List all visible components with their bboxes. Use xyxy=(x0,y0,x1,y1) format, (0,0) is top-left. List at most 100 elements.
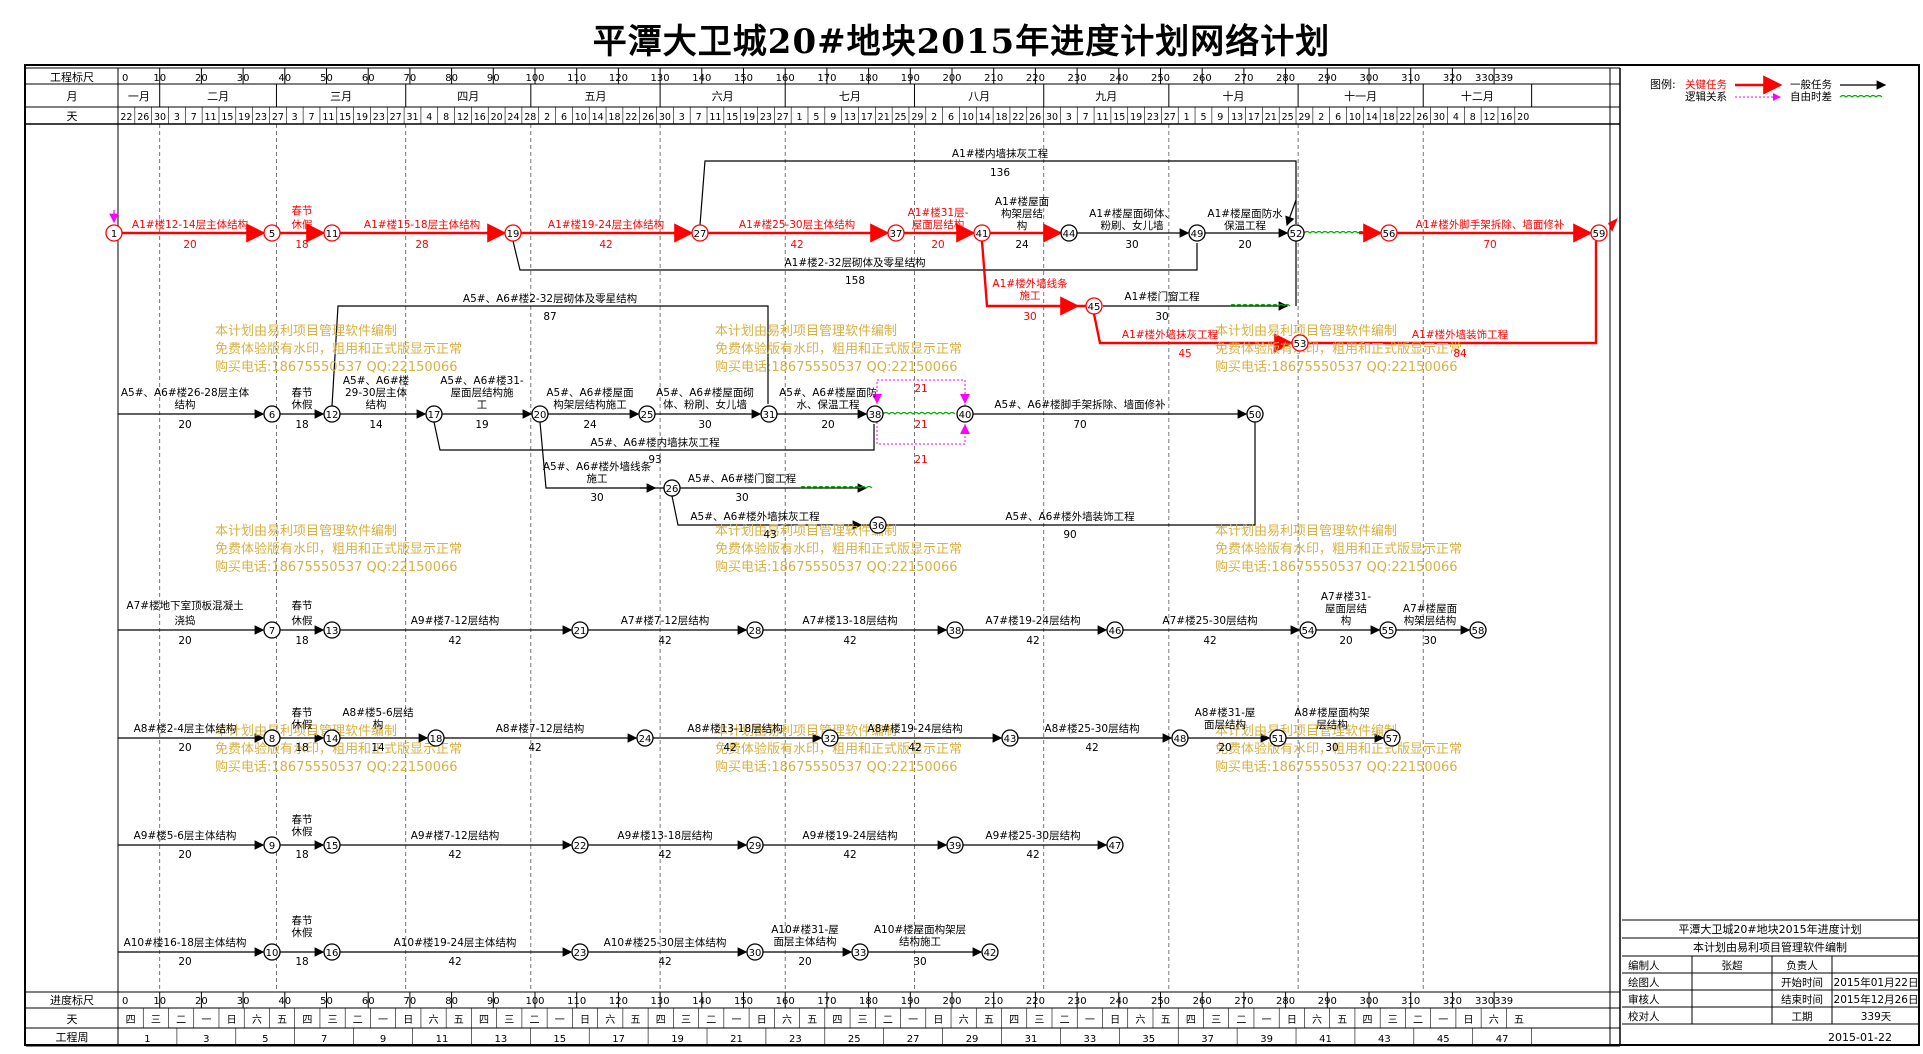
watermark-text: 本计划由易利项目管理软件编制 xyxy=(1215,524,1397,539)
event-node-number: 56 xyxy=(1383,229,1396,240)
day-number: 15 xyxy=(726,112,738,123)
scale-tick: 70 xyxy=(404,73,417,84)
task-label: A5#、A6#楼外墙抹灰工程 xyxy=(690,510,820,523)
event-node xyxy=(821,729,839,747)
task-label: A1#楼31层- xyxy=(908,206,969,219)
weekday-name: 四 xyxy=(126,1015,136,1026)
day-number: 30 xyxy=(1433,112,1445,123)
event-node-number: 17 xyxy=(428,410,441,421)
event-node-number: 58 xyxy=(1472,626,1485,637)
event-node-number: 37 xyxy=(890,229,903,240)
task-duration: 42 xyxy=(723,742,736,754)
progress-tick: 60 xyxy=(362,996,375,1007)
event-node-number: 22 xyxy=(574,841,587,852)
day-number: 2 xyxy=(1318,112,1324,123)
task-label: A1#楼12-14层主体结构 xyxy=(132,218,248,231)
day-number: 18 xyxy=(1383,112,1395,123)
scale-tick: 140 xyxy=(692,73,711,84)
scale-tick: 130 xyxy=(651,73,670,84)
event-node-number: 26 xyxy=(666,484,679,495)
weekday-name: 二 xyxy=(353,1015,363,1026)
weekday-name: 三 xyxy=(328,1015,338,1026)
week-number: 17 xyxy=(612,1034,625,1045)
task-duration: 42 xyxy=(1026,635,1039,647)
weekday-name: 一 xyxy=(555,1015,565,1026)
task-label: 136 xyxy=(990,167,1010,179)
event-node xyxy=(263,224,281,242)
scale-tick: 190 xyxy=(901,73,920,84)
scale-tick: 180 xyxy=(859,73,878,84)
event-node xyxy=(571,621,589,639)
day-number: 1 xyxy=(1184,112,1190,123)
task-label: A1#楼2-32层砌体及零星结构 xyxy=(785,256,926,269)
scale-tick: 250 xyxy=(1151,73,1170,84)
day-number: 11 xyxy=(1096,112,1108,123)
info-cell: 结束时间 xyxy=(1781,993,1823,1006)
event-node xyxy=(1287,224,1305,242)
progress-tick: 160 xyxy=(776,996,795,1007)
week-number: 3 xyxy=(203,1034,209,1045)
task-label: A1#楼外脚手架拆除、墙面修补 xyxy=(1416,218,1565,231)
task-path xyxy=(539,421,664,489)
watermark-text: 本计划由易利项目管理软件编制 xyxy=(715,724,897,739)
task-path xyxy=(980,240,1086,308)
task-label: A8#楼19-24层结构 xyxy=(867,722,962,735)
event-node xyxy=(105,224,123,242)
task-label: A9#楼7-12层结构 xyxy=(411,614,500,627)
event-node xyxy=(504,224,522,242)
task-label: 构架层结 xyxy=(1001,207,1043,220)
task-label: A5#、A6#楼屋面防 xyxy=(779,386,877,399)
event-node-number: 48 xyxy=(1174,734,1187,745)
task-label: A7#楼13-18层结构 xyxy=(802,614,897,627)
event-node xyxy=(323,836,341,854)
event-node-number: 40 xyxy=(959,410,972,421)
task-label: 春节 xyxy=(292,707,313,719)
event-node-number: 6 xyxy=(269,410,275,421)
event-node xyxy=(1188,224,1206,242)
weekday-name: 三 xyxy=(504,1015,514,1026)
day-number: 30 xyxy=(154,112,166,123)
event-node-number: 24 xyxy=(639,734,652,745)
day-number: 22 xyxy=(1012,112,1024,123)
task-duration: 42 xyxy=(658,635,671,647)
task-arrows xyxy=(109,160,1598,957)
task-path xyxy=(433,421,875,451)
task-label: A5#、A6#楼屋面 xyxy=(546,386,633,399)
event-node xyxy=(425,405,443,423)
task-duration: 70 xyxy=(1483,239,1496,251)
task-label: A1#楼内墙抹灰工程 xyxy=(952,147,1049,160)
task-duration: 14 xyxy=(371,742,385,754)
day-number: 19 xyxy=(1130,112,1142,123)
scale-tick: 0 xyxy=(122,73,128,84)
event-node xyxy=(263,943,281,961)
event-node xyxy=(1269,729,1287,747)
event-node-number: 39 xyxy=(949,841,962,852)
day-number: 26 xyxy=(1416,112,1428,123)
day-number: 28 xyxy=(524,112,536,123)
progress-tick: 230 xyxy=(1068,996,1087,1007)
task-label: A10#楼31-屋 xyxy=(771,923,839,936)
day-number: 26 xyxy=(1029,112,1041,123)
scale-label: 工程标尺 xyxy=(50,70,94,84)
task-duration: 42 xyxy=(448,635,461,647)
task-duration: 19 xyxy=(475,419,488,431)
event-node-number: 36 xyxy=(872,521,885,532)
task-label: 春节 xyxy=(292,205,313,217)
event-node-number: 33 xyxy=(854,948,867,959)
task-label: 87 xyxy=(543,311,556,323)
task-label: 春节 xyxy=(292,387,313,399)
progress-tick: 0 xyxy=(122,996,128,1007)
day-number: 11 xyxy=(205,112,217,123)
task-label: A1#楼15-18层主体结构 xyxy=(364,218,480,231)
task-path xyxy=(331,305,769,407)
task-label: A1#楼外墙抹灰工程 xyxy=(1122,328,1219,341)
event-node xyxy=(973,224,991,242)
weekday-name: 一 xyxy=(201,1015,211,1026)
month-name: 二月 xyxy=(207,90,229,103)
task-label: A1#楼外墙装饰工程 xyxy=(1412,328,1509,341)
weekday-name: 三 xyxy=(151,1015,161,1026)
progress-tick: 90 xyxy=(487,996,500,1007)
task-label: 休假 xyxy=(292,218,313,231)
day-number: 17 xyxy=(1248,112,1260,123)
